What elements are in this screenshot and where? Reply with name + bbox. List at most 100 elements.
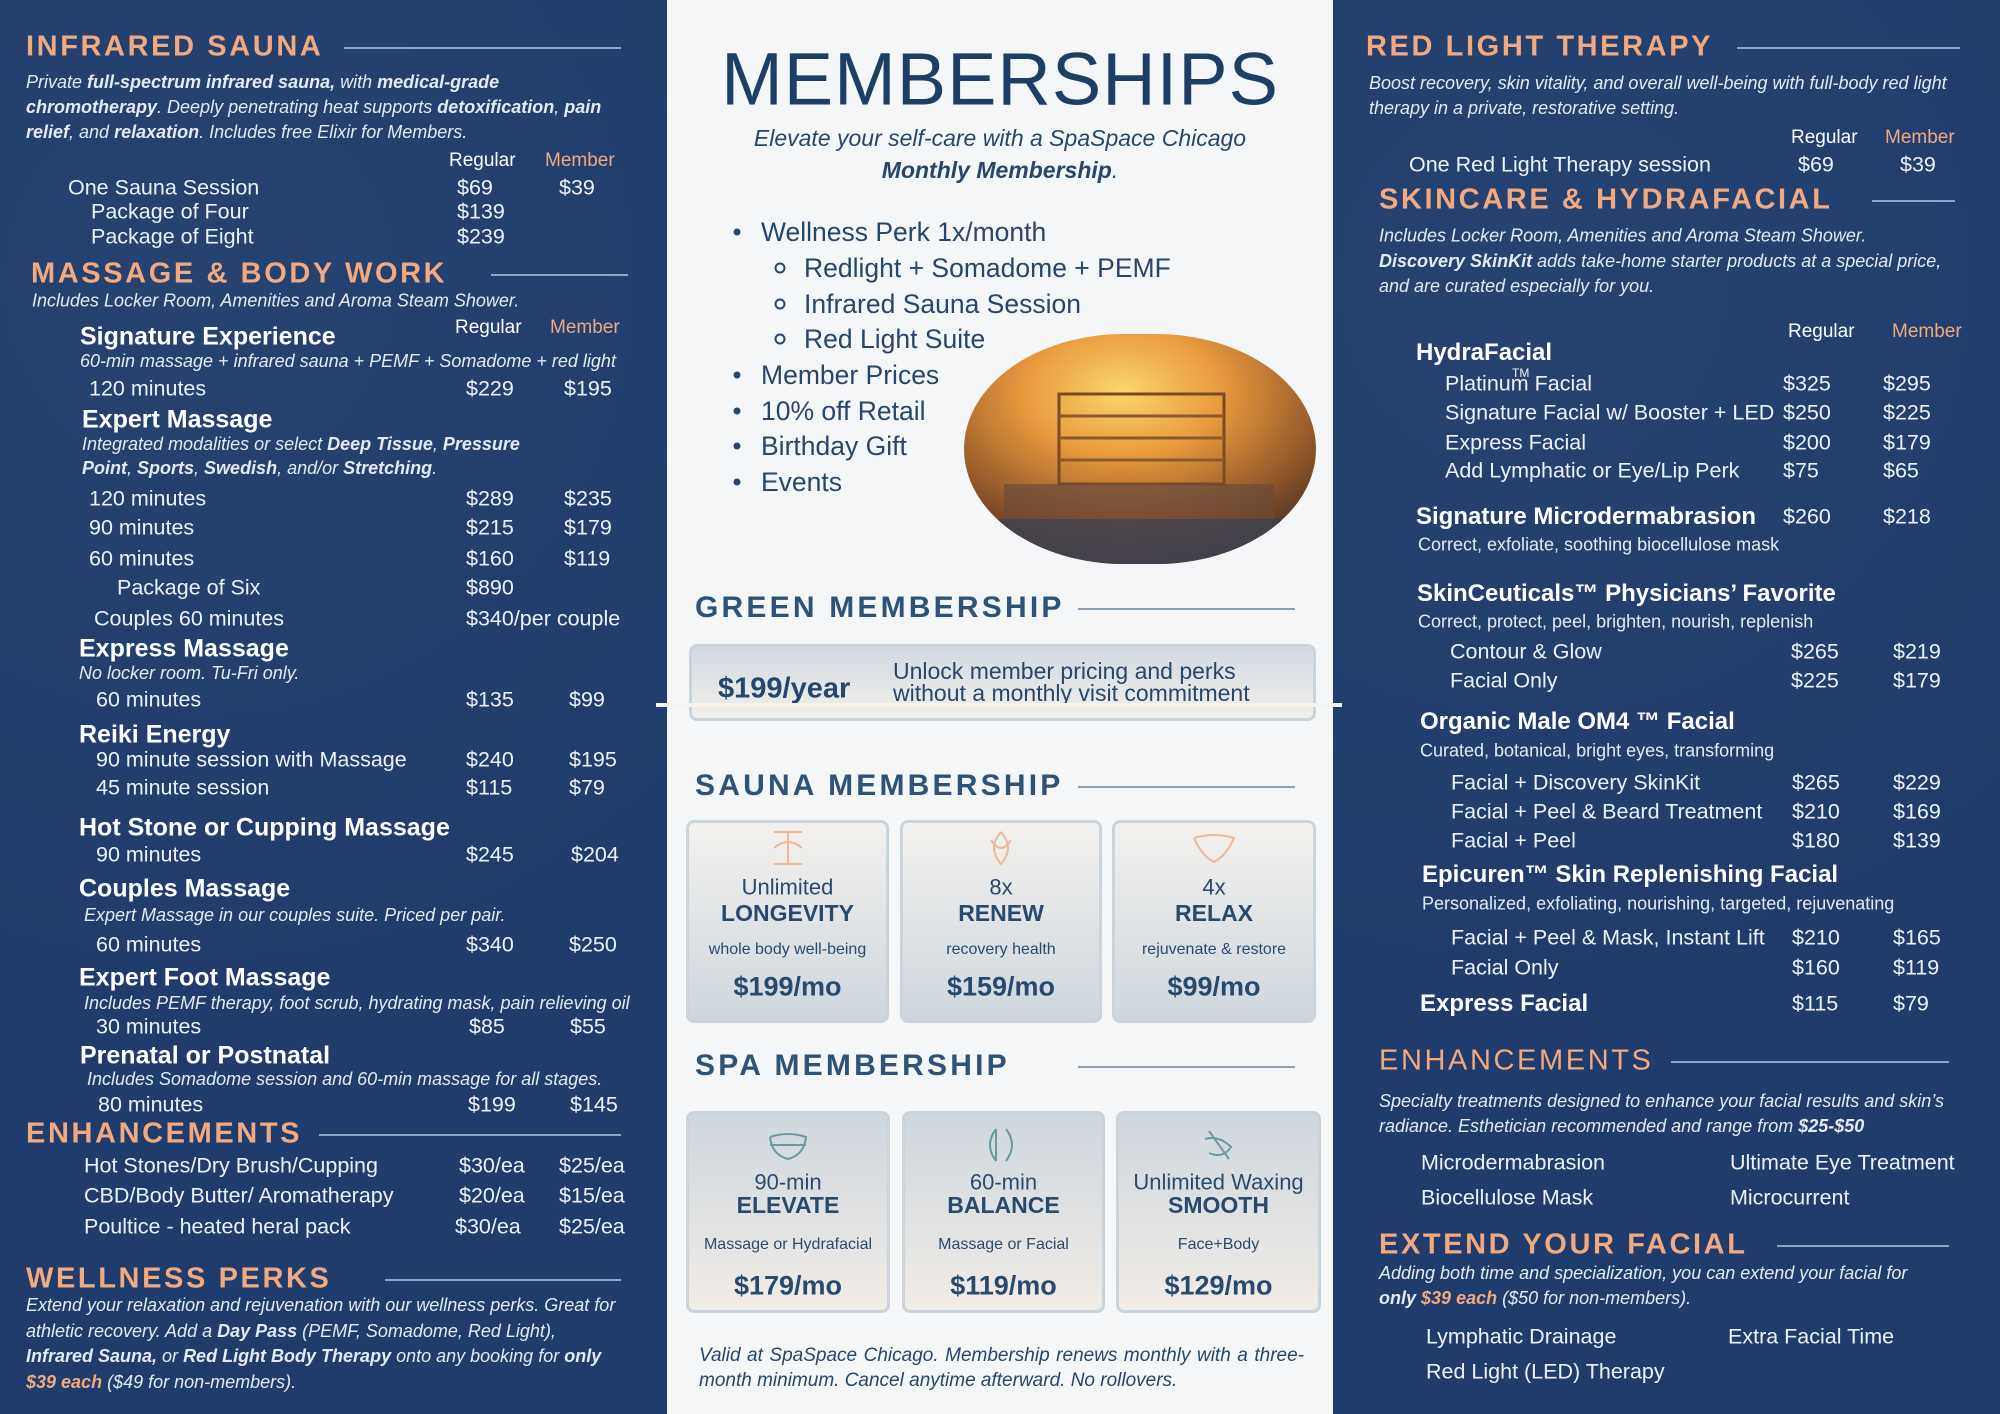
bullet bbox=[733, 442, 741, 450]
section-title: INFRARED SAUNA bbox=[26, 30, 324, 63]
text-run: Discovery SkinKit bbox=[1379, 250, 1533, 271]
text-run: $39 each bbox=[1421, 1287, 1498, 1308]
item-name: Express Facial bbox=[1445, 430, 1586, 455]
item-name: Package of Six bbox=[117, 575, 261, 600]
description: Adding both time and specialization, you… bbox=[1379, 1261, 1939, 1311]
plan-description: recovery health bbox=[946, 940, 1056, 958]
list-item: Biocellulose Mask bbox=[1421, 1185, 1594, 1210]
title-rule bbox=[1777, 1245, 1949, 1247]
item-name: Add Lymphatic or Eye/Lip Perk bbox=[1445, 458, 1740, 483]
bullet bbox=[774, 262, 786, 274]
service-name: Signature Microdermabrasion bbox=[1416, 503, 1757, 531]
description: Private full-spectrum infrared sauna, wi… bbox=[26, 70, 621, 145]
regular-price: $199 bbox=[468, 1092, 516, 1117]
service-name: Reiki Energy bbox=[79, 720, 231, 749]
title-rule bbox=[1078, 786, 1295, 788]
plan-icon bbox=[1204, 1130, 1232, 1160]
regular-price: $260 bbox=[1783, 504, 1831, 529]
member-price: $204 bbox=[571, 842, 619, 867]
sauna-photo bbox=[964, 334, 1316, 564]
regular-price: $139 bbox=[457, 199, 505, 224]
text-run: $39 each bbox=[26, 1371, 103, 1392]
item-name: 45 minute session bbox=[96, 775, 270, 800]
text-run: . bbox=[1111, 157, 1119, 183]
text-run: Includes PEMF therapy, foot scrub, hydra… bbox=[84, 993, 630, 1013]
plan-icon bbox=[988, 1128, 1013, 1162]
service-note: Curated, botanical, bright eyes, transfo… bbox=[1420, 740, 1775, 761]
item-name: Facial Only bbox=[1450, 668, 1558, 693]
item-name: Facial + Discovery SkinKit bbox=[1451, 770, 1701, 795]
regular-price: $245 bbox=[466, 842, 514, 867]
text-run: Includes Somadome session and 60-min mas… bbox=[87, 1069, 603, 1089]
member-price: $179 bbox=[564, 515, 612, 540]
plan-price: $179/mo bbox=[733, 1270, 843, 1301]
item-name: Contour & Glow bbox=[1450, 639, 1602, 664]
title-rule bbox=[385, 1279, 621, 1281]
list-item: Extra Facial Time bbox=[1728, 1324, 1895, 1349]
service-name: Express Massage bbox=[79, 634, 289, 663]
item-name: 120 minutes bbox=[89, 486, 207, 511]
text-run: Red Light Body Therapy bbox=[183, 1346, 392, 1367]
plan-frequency: 60-min bbox=[969, 1169, 1038, 1195]
text-run: $25-$50 bbox=[1798, 1115, 1865, 1136]
perk-detail: Infrared Sauna Session bbox=[804, 288, 1081, 319]
plan-frequency: 4x bbox=[1202, 874, 1226, 900]
item-name: Hot Stones/Dry Brush/Cupping bbox=[84, 1153, 378, 1178]
plan-frequency: Unlimited Waxing bbox=[1133, 1169, 1304, 1195]
plan-price: $199/mo bbox=[733, 971, 842, 1002]
plan-card bbox=[900, 820, 1102, 1023]
service-note: 60-min massage + infrared sauna + PEMF +… bbox=[80, 349, 680, 373]
section-title: SKINCARE & HYDRAFACIAL bbox=[1379, 183, 1833, 216]
item-name: CBD/Body Butter/ Aromatherapy bbox=[84, 1183, 394, 1208]
item-name: Facial + Peel & Mask, Instant Lift bbox=[1451, 925, 1765, 950]
regular-price: $325 bbox=[1783, 371, 1831, 396]
plan-name: ELEVATE bbox=[736, 1191, 840, 1218]
plan-price: $99/mo bbox=[1167, 971, 1261, 1002]
column-header: Regular bbox=[1791, 127, 1858, 149]
member-price: $145 bbox=[570, 1092, 618, 1117]
text-run: Monthly Membership bbox=[881, 157, 1112, 183]
text-run: . bbox=[432, 458, 438, 478]
member-price: $195 bbox=[564, 376, 612, 401]
perk: Wellness Perk 1x/month bbox=[761, 216, 1047, 247]
text-run: with bbox=[335, 71, 378, 92]
price: $199/year bbox=[718, 672, 851, 705]
list-item: Red Light (LED) Therapy bbox=[1426, 1359, 1665, 1384]
item-name: Facial + Peel bbox=[1451, 828, 1576, 853]
text-run: Infrared Sauna, bbox=[26, 1346, 158, 1367]
regular-price: $265 bbox=[1791, 639, 1839, 664]
item-name: Poultice - heated heral pack bbox=[84, 1214, 351, 1239]
footnote: Valid at SpaSpace Chicago. Membership re… bbox=[699, 1344, 1304, 1391]
member-price: $218 bbox=[1883, 504, 1931, 529]
regular-price: $890 bbox=[466, 575, 514, 600]
plan-name: RENEW bbox=[958, 899, 1044, 926]
text-run: Private bbox=[26, 71, 88, 92]
service-note: Integrated modalities or select Deep Tis… bbox=[82, 432, 532, 480]
text-run: Sports bbox=[137, 458, 195, 478]
member-price: $39 bbox=[559, 175, 595, 200]
member-price: $250 bbox=[569, 932, 617, 957]
title-rule bbox=[491, 274, 628, 276]
text-run: Deep Tissue bbox=[327, 434, 433, 454]
member-price: $235 bbox=[564, 486, 612, 511]
item-name: One Sauna Session bbox=[68, 175, 260, 200]
service-name: Signature Experience bbox=[80, 322, 336, 351]
title-rule bbox=[1078, 608, 1295, 610]
text-run: ($50 for non-members). bbox=[1497, 1287, 1692, 1308]
member-price: $225 bbox=[1883, 400, 1931, 425]
service-name: HydraFacial bbox=[1416, 339, 1553, 367]
regular-price: $250 bbox=[1783, 400, 1831, 425]
regular-price: $210 bbox=[1792, 799, 1840, 824]
item-name: 90 minutes bbox=[89, 515, 195, 540]
item-name: Facial + Peel & Beard Treatment bbox=[1451, 799, 1763, 824]
regular-price: $75 bbox=[1783, 458, 1819, 483]
text-run: . Includes free Elixir for Members. bbox=[199, 121, 468, 142]
text-run: Elevate your self-care with a SpaSpace C… bbox=[753, 125, 1247, 151]
list-item: Lymphatic Drainage bbox=[1426, 1324, 1617, 1349]
right-panel bbox=[1333, 0, 2000, 1414]
title-rule bbox=[319, 1134, 621, 1136]
regular-price: $200 bbox=[1783, 430, 1831, 455]
plan-icon bbox=[1193, 834, 1236, 864]
member-price: $119 bbox=[1893, 955, 1940, 980]
regular-price: $340 bbox=[466, 932, 514, 957]
